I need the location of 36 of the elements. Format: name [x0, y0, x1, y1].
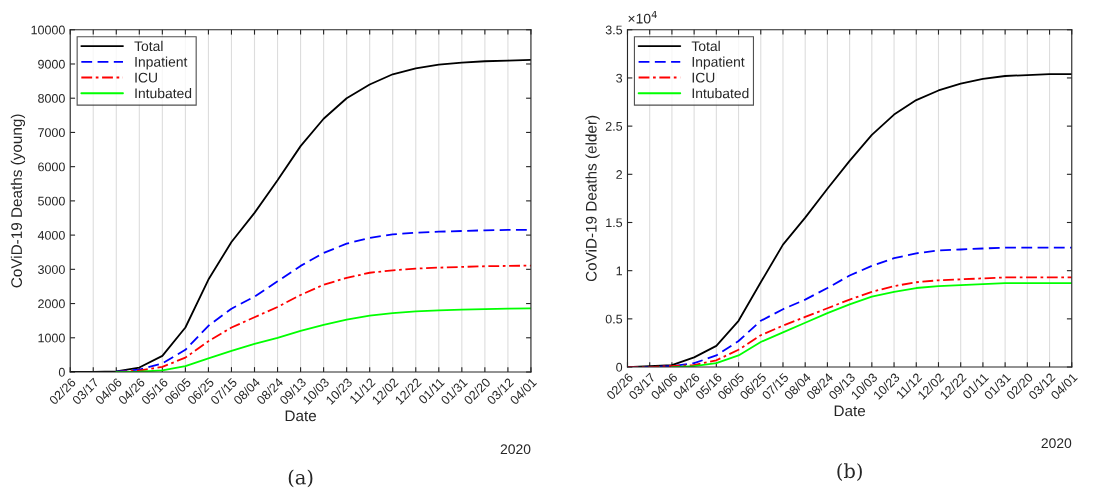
y-tick-label: 9000	[38, 59, 65, 69]
y-tick-label: 8000	[38, 94, 65, 103]
y-tick-label: 2000	[38, 299, 65, 309]
text: ×10$^{4}$	[628, 11, 657, 24]
y-tick-label: 10000	[31, 25, 65, 35]
y-tick-label: 0	[58, 367, 65, 377]
text: (b)	[837, 463, 862, 481]
y-tick-label: 7000	[38, 128, 65, 138]
x-axis-title: Date	[834, 405, 866, 417]
legend-label: Intubated	[135, 88, 192, 99]
y-tick-label: 3000	[38, 265, 65, 274]
y-tick-label: 3	[616, 73, 623, 83]
legend-label: ICU	[135, 72, 157, 83]
y-tick-label: 1	[616, 266, 623, 276]
y-tick-label: 4000	[37, 230, 65, 240]
legend-label: Inpatient	[135, 56, 188, 70]
y-tick-label: 2.5	[605, 121, 623, 131]
y-axis-title: CoViD-19 Deaths (elder)	[585, 115, 600, 282]
text: 2020	[500, 444, 531, 455]
text: 2020	[1041, 438, 1072, 449]
y-tick-label: 5000	[38, 196, 65, 206]
y-tick-label: 3.5	[605, 25, 623, 35]
y-tick-label: 0.5	[605, 314, 623, 324]
legend-label: ICU	[692, 72, 715, 83]
legend-label: Intubated	[692, 88, 749, 99]
x-axis-title: Date	[285, 410, 317, 422]
y-tick-label: 6000	[38, 162, 65, 172]
legend-label: Inpatient	[692, 56, 745, 70]
y-tick-label: 0	[616, 362, 623, 372]
y-tick-label: 1.5	[606, 218, 623, 228]
y-tick-label: 2	[616, 170, 622, 179]
y-axis-title: CoViD-19 Deaths (young)	[10, 114, 26, 288]
y-tick-label: 1000	[38, 333, 65, 343]
legend-label: Total	[691, 40, 720, 52]
legend-label: Total	[134, 40, 163, 52]
text: (a)	[288, 469, 313, 488]
